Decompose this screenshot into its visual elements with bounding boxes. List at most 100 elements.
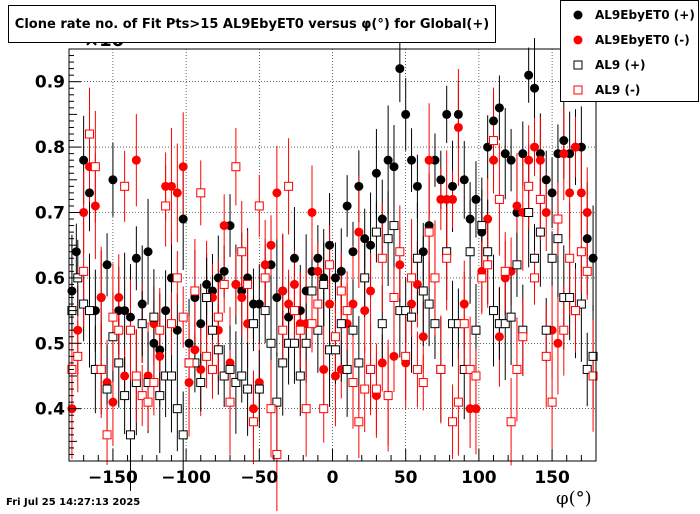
data-point: [489, 155, 499, 165]
data-point: [166, 181, 176, 191]
data-point: [535, 155, 545, 165]
data-point: [260, 306, 270, 316]
data-point: [530, 142, 540, 152]
data-point: [73, 351, 83, 361]
data-point: [336, 286, 346, 296]
data-point: [172, 273, 182, 283]
data-point: [477, 221, 487, 231]
data-point: [196, 319, 206, 329]
data-point: [465, 247, 475, 257]
data-point: [489, 136, 499, 146]
data-point: [366, 364, 376, 374]
data-point: [541, 325, 551, 335]
data-point: [582, 234, 592, 244]
data-point: [196, 378, 206, 388]
x-tick-label: −100: [161, 468, 211, 488]
data-point: [248, 417, 258, 427]
data-point: [102, 260, 112, 270]
x-tick-label: 0: [327, 468, 339, 488]
data-point: [155, 391, 165, 401]
data-point: [313, 325, 323, 335]
data-point: [471, 404, 481, 414]
data-point: [272, 397, 282, 407]
data-point: [483, 247, 493, 257]
data-point: [196, 188, 206, 198]
data-point: [471, 371, 481, 381]
data-point: [354, 417, 364, 427]
data-point: [465, 364, 475, 374]
data-point: [114, 293, 124, 303]
data-point: [178, 214, 188, 224]
data-point: [231, 162, 241, 172]
data-point: [155, 345, 165, 355]
data-point: [512, 364, 522, 374]
data-point: [172, 188, 182, 198]
x-tick-label: 100: [461, 468, 497, 488]
legend-marker-icon: [561, 35, 595, 45]
data-point: [407, 273, 417, 283]
data-point: [571, 142, 581, 152]
data-point: [120, 371, 130, 381]
data-point: [576, 188, 586, 198]
data-point: [114, 325, 124, 335]
data-point: [494, 103, 504, 113]
data-point: [453, 397, 463, 407]
data-point: [424, 155, 434, 165]
data-point: [149, 338, 159, 348]
data-point: [330, 345, 340, 355]
data-point: [108, 397, 118, 407]
data-point: [354, 227, 364, 237]
legend-label: AL9 (-): [595, 82, 641, 97]
data-point: [489, 116, 499, 126]
data-point: [330, 371, 340, 381]
data-point: [184, 338, 194, 348]
data-point: [395, 247, 405, 257]
data-point: [412, 181, 422, 191]
data-point: [582, 207, 592, 217]
data-point: [330, 332, 340, 342]
data-point: [295, 325, 305, 335]
data-point: [342, 364, 352, 374]
data-point: [248, 319, 258, 329]
data-point: [225, 364, 235, 374]
data-point: [79, 299, 89, 309]
data-point: [547, 253, 557, 263]
data-point: [96, 364, 106, 374]
data-point: [219, 266, 229, 276]
axes: −150 −100 −50 0 50 100 150 0.4 0.5 0.6 0.7 0.8 0.9: [35, 48, 597, 488]
data-point: [442, 253, 452, 263]
data-point: [166, 371, 176, 381]
chart-title-text: Clone rate no. of Fit Pts>15 AL9EbyET0 v…: [14, 16, 490, 32]
data-point: [84, 188, 94, 198]
legend-label: AL9 (+): [595, 57, 646, 72]
data-point: [395, 64, 405, 74]
data-point: [448, 417, 458, 427]
data-point: [506, 155, 516, 165]
data-point: [424, 227, 434, 237]
data-point: [360, 273, 370, 283]
data-point: [471, 325, 481, 335]
data-point: [71, 247, 81, 257]
data-point: [102, 430, 112, 440]
data-point: [137, 391, 147, 401]
data-point: [178, 430, 188, 440]
data-point: [500, 319, 510, 329]
data-point: [512, 201, 522, 211]
y-tick-label: 0.4: [35, 400, 65, 420]
y-tick-label: 0.8: [35, 138, 65, 158]
data-point: [389, 351, 399, 361]
data-point: [272, 188, 282, 198]
data-point: [260, 260, 270, 270]
data-point: [319, 404, 329, 414]
data-point: [524, 155, 534, 165]
x-tick-label: 150: [534, 468, 570, 488]
data-point: [325, 240, 335, 250]
data-point: [90, 201, 100, 211]
data-point: [418, 332, 428, 342]
data-point: [295, 371, 305, 381]
data-point: [389, 293, 399, 303]
data-point: [407, 155, 417, 165]
data-point: [207, 364, 217, 374]
data-point: [307, 319, 317, 329]
x-tick-label: 50: [394, 468, 418, 488]
